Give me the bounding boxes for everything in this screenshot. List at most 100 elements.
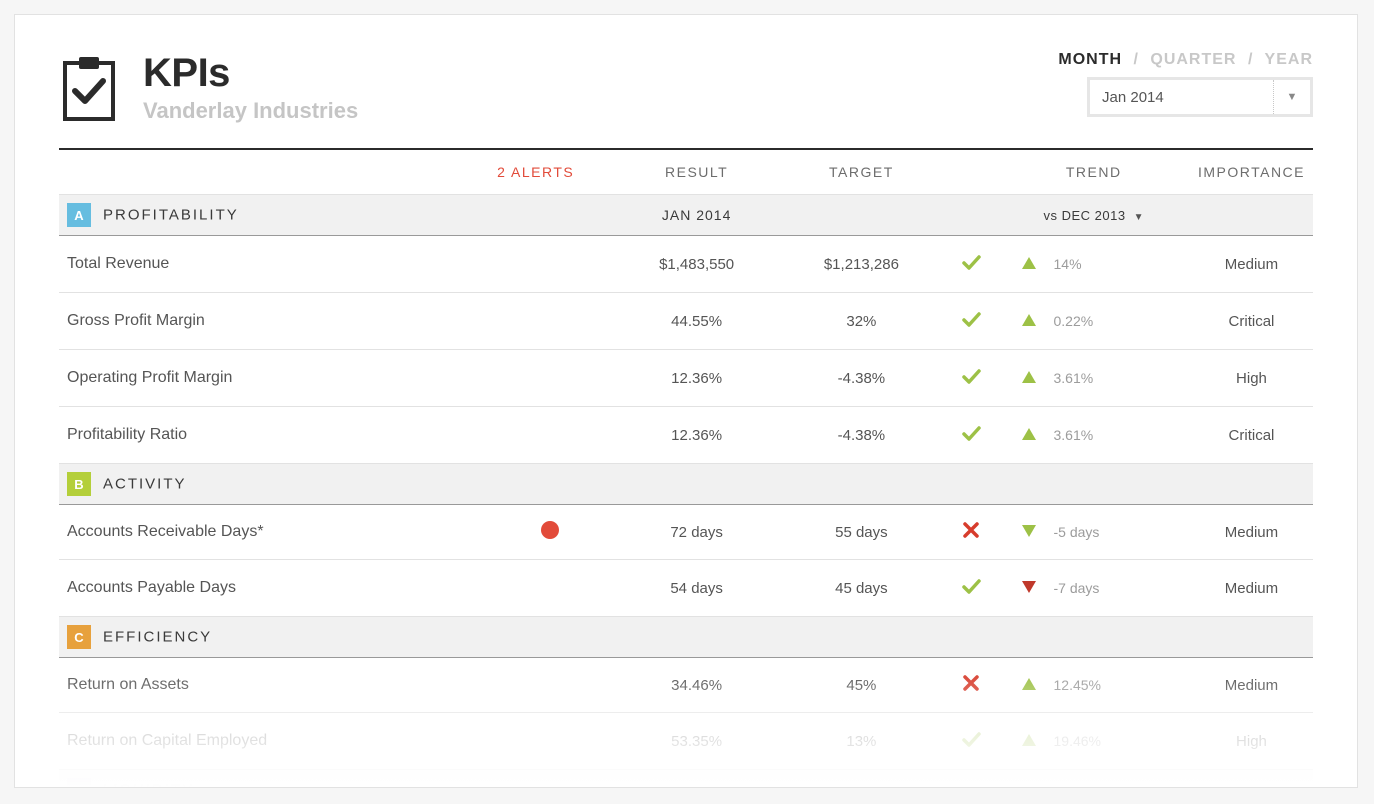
check-icon [961, 259, 981, 276]
kpi-target: -4.38% [779, 350, 944, 407]
trend-down-icon [1022, 524, 1036, 541]
section-trend-sub [998, 770, 1190, 789]
section-label: LIQUIDITY [103, 782, 194, 789]
check-icon [961, 583, 981, 600]
col-importance: IMPORTANCE [1190, 149, 1313, 195]
period-tabs: MONTH / QUARTER / YEAR [1058, 51, 1313, 69]
period-select[interactable]: Jan 2014 ▼ [1087, 77, 1313, 117]
kpi-importance: Medium [1190, 658, 1313, 713]
section-badge: B [67, 472, 91, 496]
trend-up-icon [1022, 427, 1036, 444]
kpi-result: 12.36% [614, 350, 779, 407]
tab-month[interactable]: MONTH [1058, 51, 1122, 68]
kpi-trend-value: 0.22% [1054, 313, 1094, 329]
kpi-result: 12.36% [614, 407, 779, 464]
kpi-result: 72 days [614, 505, 779, 560]
section-badge: A [67, 203, 91, 227]
section-result-sub: JAN 2014 [614, 195, 779, 236]
tab-year[interactable]: YEAR [1265, 51, 1313, 68]
tab-quarter[interactable]: QUARTER [1150, 51, 1236, 68]
kpi-trend-value: 12.45% [1054, 677, 1101, 693]
header: KPIs Vanderlay Industries MONTH / QUARTE… [59, 51, 1313, 124]
table-row[interactable]: Operating Profit Margin 12.36%-4.38% 3.61%… [59, 350, 1313, 407]
kpi-table: 2 ALERTS RESULT TARGET TREND IMPORTANCE … [59, 148, 1313, 788]
col-trend: TREND [998, 149, 1190, 195]
kpi-result: 53.35% [614, 713, 779, 770]
kpi-trend-value: -5 days [1054, 524, 1100, 540]
section-badge: C [67, 625, 91, 649]
kpi-trend-value: 19.46% [1054, 733, 1101, 749]
section-result-sub [614, 617, 779, 658]
section-trend-sub [998, 617, 1190, 658]
kpi-name: Total Revenue [59, 236, 485, 293]
trend-up-icon [1022, 677, 1036, 694]
cross-icon [962, 679, 980, 696]
kpi-target: 32% [779, 293, 944, 350]
section-row-B[interactable]: B ACTIVITY [59, 464, 1313, 505]
col-result: RESULT [614, 149, 779, 195]
check-icon [961, 373, 981, 390]
col-target: TARGET [779, 149, 944, 195]
kpi-name: Return on Assets [59, 658, 485, 713]
section-badge: D [67, 778, 91, 788]
kpi-trend-value: -7 days [1054, 580, 1100, 596]
clipboard-check-icon [59, 53, 119, 123]
period-controls: MONTH / QUARTER / YEAR Jan 2014 ▼ [1058, 51, 1313, 117]
section-row-A[interactable]: APROFITABILITYJAN 2014vs DEC 2013▼ [59, 195, 1313, 236]
kpi-target: $1,213,286 [779, 236, 944, 293]
kpi-importance: Critical [1190, 407, 1313, 464]
col-alerts: 2 ALERTS [485, 149, 614, 195]
kpi-result: $1,483,550 [614, 236, 779, 293]
kpi-target: 13% [779, 713, 944, 770]
kpi-importance: Medium [1190, 560, 1313, 617]
section-trend-sub: vs DEC 2013▼ [998, 195, 1190, 236]
cross-icon [962, 526, 980, 543]
table-row[interactable]: Return on Capital Employed 53.35%13% 19.46… [59, 713, 1313, 770]
kpi-importance: High [1190, 350, 1313, 407]
period-select-value: Jan 2014 [1090, 80, 1274, 114]
kpi-importance: Medium [1190, 236, 1313, 293]
table-row[interactable]: Accounts Payable Days 54 days45 days -7 da… [59, 560, 1313, 617]
section-trend-sub [998, 464, 1190, 505]
kpi-name: Accounts Receivable Days* [59, 505, 485, 560]
table-row[interactable]: Accounts Receivable Days* 72 days55 days -… [59, 505, 1313, 560]
section-row-D[interactable]: D LIQUIDITY [59, 770, 1313, 789]
kpi-name: Return on Capital Employed [59, 713, 485, 770]
kpi-name: Accounts Payable Days [59, 560, 485, 617]
section-row-C[interactable]: C EFFICIENCY [59, 617, 1313, 658]
trend-up-icon [1022, 370, 1036, 387]
table-row[interactable]: Gross Profit Margin44.55%32%0.22%Critica… [59, 293, 1313, 350]
table-row[interactable]: Profitability Ratio 12.36%-4.38% 3.61% Crit… [59, 407, 1313, 464]
kpi-panel: KPIs Vanderlay Industries MONTH / QUARTE… [14, 14, 1358, 788]
kpi-result: 54 days [614, 560, 779, 617]
section-label: ACTIVITY [103, 476, 187, 493]
kpi-trend-value: 3.61% [1054, 370, 1094, 386]
chevron-down-icon: ▼ [1274, 80, 1310, 114]
trend-up-icon [1022, 256, 1036, 273]
page-title: KPIs [143, 51, 358, 96]
table-row[interactable]: Total Revenue $1,483,550$1,213,286 14% Medi… [59, 236, 1313, 293]
page-subtitle: Vanderlay Industries [143, 98, 358, 124]
kpi-name: Profitability Ratio [59, 407, 485, 464]
check-icon [961, 430, 981, 447]
kpi-trend-value: 14% [1054, 256, 1082, 272]
kpi-target: -4.38% [779, 407, 944, 464]
section-label: EFFICIENCY [103, 629, 212, 646]
section-result-sub [614, 770, 779, 789]
kpi-importance: Medium [1190, 505, 1313, 560]
table-header-row: 2 ALERTS RESULT TARGET TREND IMPORTANCE [59, 149, 1313, 195]
kpi-target: 45 days [779, 560, 944, 617]
kpi-importance: High [1190, 713, 1313, 770]
kpi-name: Gross Profit Margin [59, 293, 485, 350]
alert-dot-icon [541, 521, 559, 539]
check-icon [961, 736, 981, 753]
kpi-result: 44.55% [614, 293, 779, 350]
title-block: KPIs Vanderlay Industries [59, 51, 358, 124]
kpi-trend-value: 3.61% [1054, 427, 1094, 443]
trend-up-icon [1022, 733, 1036, 750]
trend-down-icon [1022, 580, 1036, 597]
section-result-sub [614, 464, 779, 505]
table-row[interactable]: Return on Assets34.46%45%12.45%Medium [59, 658, 1313, 713]
kpi-target: 55 days [779, 505, 944, 560]
kpi-name: Operating Profit Margin [59, 350, 485, 407]
